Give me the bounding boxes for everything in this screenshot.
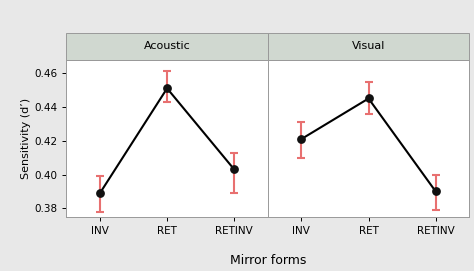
Text: Acoustic: Acoustic [144, 41, 191, 51]
Point [365, 96, 372, 101]
Text: Visual: Visual [352, 41, 385, 51]
Text: Mirror forms: Mirror forms [229, 254, 306, 267]
Point [298, 137, 305, 141]
Point [163, 86, 171, 91]
Point [432, 189, 439, 193]
Point [96, 191, 104, 195]
Point [230, 167, 238, 172]
Y-axis label: Sensitivity (d’): Sensitivity (d’) [21, 98, 31, 179]
